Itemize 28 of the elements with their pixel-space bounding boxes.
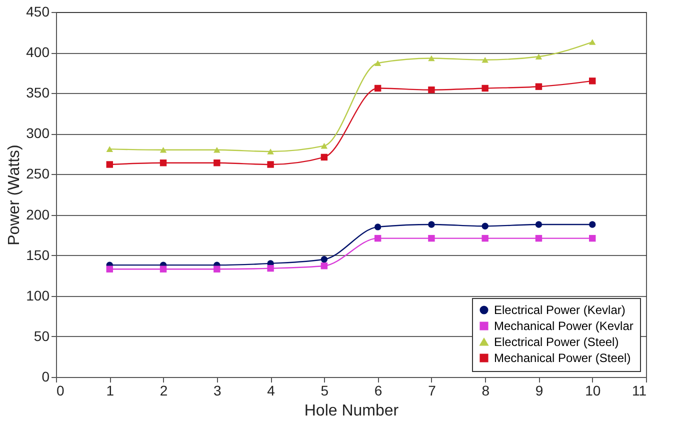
- legend-label: Electrical Power (Kevlar): [494, 303, 626, 317]
- y-tick-label: 50: [34, 328, 50, 344]
- x-tick-label: 9: [535, 382, 544, 398]
- y-tick-label: 200: [26, 206, 50, 222]
- x-tick-label: 3: [214, 382, 222, 398]
- x-tick-label: 4: [267, 382, 276, 398]
- y-tick-label: 350: [26, 84, 50, 101]
- x-tick-label: 10: [585, 382, 601, 398]
- y-tick-label: 300: [26, 125, 50, 142]
- x-tick-label: 6: [374, 382, 382, 398]
- y-tick-label: 150: [26, 246, 50, 263]
- y-tick-label: 100: [26, 287, 50, 304]
- y-tick-label: 450: [26, 4, 50, 20]
- x-tick-label: 0: [56, 382, 64, 398]
- y-tick-label: 400: [26, 44, 50, 60]
- x-tick-label: 7: [428, 382, 436, 398]
- x-axis-title: Hole Number: [304, 402, 400, 420]
- x-tick-label: 1: [106, 382, 114, 398]
- legend-label: Electrical Power (Steel): [494, 335, 619, 349]
- x-tick-label: 11: [632, 382, 647, 398]
- x-tick-label: 8: [482, 382, 490, 398]
- x-tick-label: 5: [320, 382, 329, 398]
- legend-label: Mechanical Power (Steel): [494, 351, 631, 365]
- y-axis-title: Power (Watts): [6, 144, 24, 246]
- y-tick-label: 0: [42, 368, 50, 384]
- y-tick-label: 250: [26, 166, 50, 182]
- x-tick-label: 2: [160, 382, 168, 398]
- legend-label: Mechanical Power (Kevlar: [494, 319, 634, 333]
